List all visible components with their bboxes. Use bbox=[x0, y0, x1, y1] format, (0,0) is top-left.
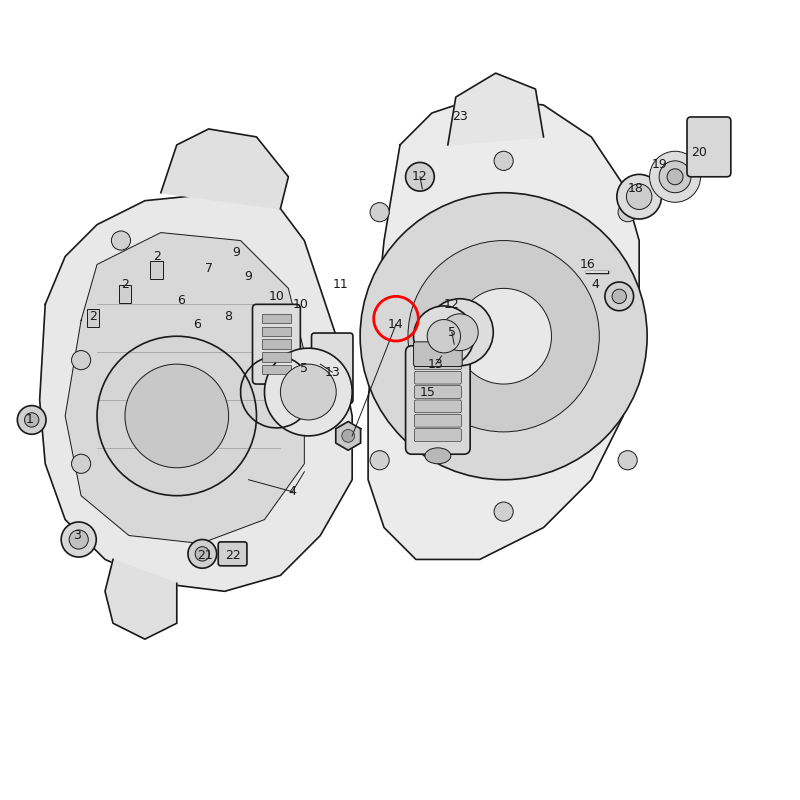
Text: 8: 8 bbox=[225, 310, 233, 322]
Circle shape bbox=[342, 430, 354, 442]
Text: 15: 15 bbox=[420, 386, 436, 398]
Ellipse shape bbox=[425, 448, 451, 464]
Circle shape bbox=[442, 314, 478, 350]
Bar bbox=[262, 326, 290, 336]
FancyBboxPatch shape bbox=[414, 429, 462, 442]
Text: 6: 6 bbox=[177, 294, 185, 307]
Text: 2: 2 bbox=[121, 278, 129, 291]
Text: 5: 5 bbox=[448, 326, 456, 338]
Circle shape bbox=[279, 342, 298, 362]
Text: 16: 16 bbox=[579, 258, 595, 271]
Polygon shape bbox=[368, 97, 639, 559]
Text: 10: 10 bbox=[269, 290, 284, 303]
Circle shape bbox=[370, 450, 389, 470]
Text: 5: 5 bbox=[300, 362, 308, 374]
Circle shape bbox=[626, 184, 652, 210]
FancyBboxPatch shape bbox=[414, 386, 462, 398]
Circle shape bbox=[360, 193, 647, 480]
Circle shape bbox=[25, 413, 39, 427]
Text: 9: 9 bbox=[245, 270, 253, 283]
Text: 3: 3 bbox=[73, 529, 81, 542]
Text: 22: 22 bbox=[225, 549, 241, 562]
Circle shape bbox=[69, 530, 88, 549]
Circle shape bbox=[188, 539, 217, 568]
Polygon shape bbox=[336, 422, 361, 450]
Circle shape bbox=[408, 241, 599, 432]
Text: 21: 21 bbox=[197, 549, 213, 562]
Circle shape bbox=[61, 522, 96, 557]
Bar bbox=[118, 285, 131, 302]
Circle shape bbox=[659, 161, 691, 193]
Bar bbox=[262, 365, 290, 374]
Text: 2: 2 bbox=[153, 250, 161, 263]
FancyBboxPatch shape bbox=[414, 400, 462, 413]
Text: 6: 6 bbox=[193, 318, 201, 330]
Circle shape bbox=[97, 336, 257, 496]
Circle shape bbox=[265, 348, 352, 436]
Text: 23: 23 bbox=[452, 110, 468, 123]
Circle shape bbox=[125, 364, 229, 468]
Bar bbox=[262, 314, 290, 323]
FancyBboxPatch shape bbox=[218, 542, 247, 566]
FancyBboxPatch shape bbox=[414, 342, 462, 366]
Circle shape bbox=[667, 169, 683, 185]
Text: 13: 13 bbox=[428, 358, 444, 370]
FancyBboxPatch shape bbox=[406, 346, 470, 454]
Polygon shape bbox=[65, 233, 304, 543]
Bar bbox=[150, 262, 163, 279]
Text: 10: 10 bbox=[293, 298, 308, 311]
Text: 4: 4 bbox=[289, 485, 296, 498]
Text: 18: 18 bbox=[627, 182, 643, 195]
Circle shape bbox=[612, 289, 626, 303]
Text: 20: 20 bbox=[691, 146, 707, 159]
FancyBboxPatch shape bbox=[414, 371, 462, 384]
Text: 9: 9 bbox=[233, 246, 241, 259]
FancyBboxPatch shape bbox=[687, 117, 731, 177]
Circle shape bbox=[18, 406, 46, 434]
FancyBboxPatch shape bbox=[414, 357, 462, 370]
Circle shape bbox=[71, 454, 90, 474]
Bar bbox=[86, 309, 99, 326]
Circle shape bbox=[494, 151, 514, 170]
Text: 2: 2 bbox=[89, 310, 97, 322]
Polygon shape bbox=[40, 193, 352, 591]
Text: 12: 12 bbox=[444, 298, 460, 311]
Circle shape bbox=[427, 319, 461, 353]
Circle shape bbox=[426, 298, 494, 366]
Text: 14: 14 bbox=[388, 318, 404, 330]
Text: 13: 13 bbox=[324, 366, 340, 378]
Circle shape bbox=[414, 306, 474, 366]
FancyBboxPatch shape bbox=[414, 414, 462, 427]
Circle shape bbox=[71, 350, 90, 370]
Text: 12: 12 bbox=[412, 170, 428, 183]
Circle shape bbox=[406, 162, 434, 191]
Circle shape bbox=[195, 546, 210, 561]
Polygon shape bbox=[448, 73, 543, 145]
Polygon shape bbox=[105, 559, 177, 639]
Circle shape bbox=[456, 288, 551, 384]
Circle shape bbox=[111, 231, 130, 250]
Circle shape bbox=[494, 502, 514, 521]
Circle shape bbox=[605, 282, 634, 310]
Text: 19: 19 bbox=[651, 158, 667, 171]
Text: 7: 7 bbox=[205, 262, 213, 275]
Circle shape bbox=[618, 202, 638, 222]
Circle shape bbox=[618, 450, 638, 470]
Bar bbox=[262, 352, 290, 362]
Text: 11: 11 bbox=[332, 278, 348, 291]
Bar bbox=[262, 339, 290, 349]
FancyBboxPatch shape bbox=[311, 333, 353, 403]
Text: 1: 1 bbox=[26, 414, 34, 426]
FancyBboxPatch shape bbox=[253, 304, 300, 384]
Circle shape bbox=[281, 364, 336, 420]
Circle shape bbox=[617, 174, 662, 219]
Text: 4: 4 bbox=[591, 278, 599, 291]
Circle shape bbox=[650, 151, 701, 202]
Circle shape bbox=[370, 202, 389, 222]
Polygon shape bbox=[161, 129, 288, 209]
